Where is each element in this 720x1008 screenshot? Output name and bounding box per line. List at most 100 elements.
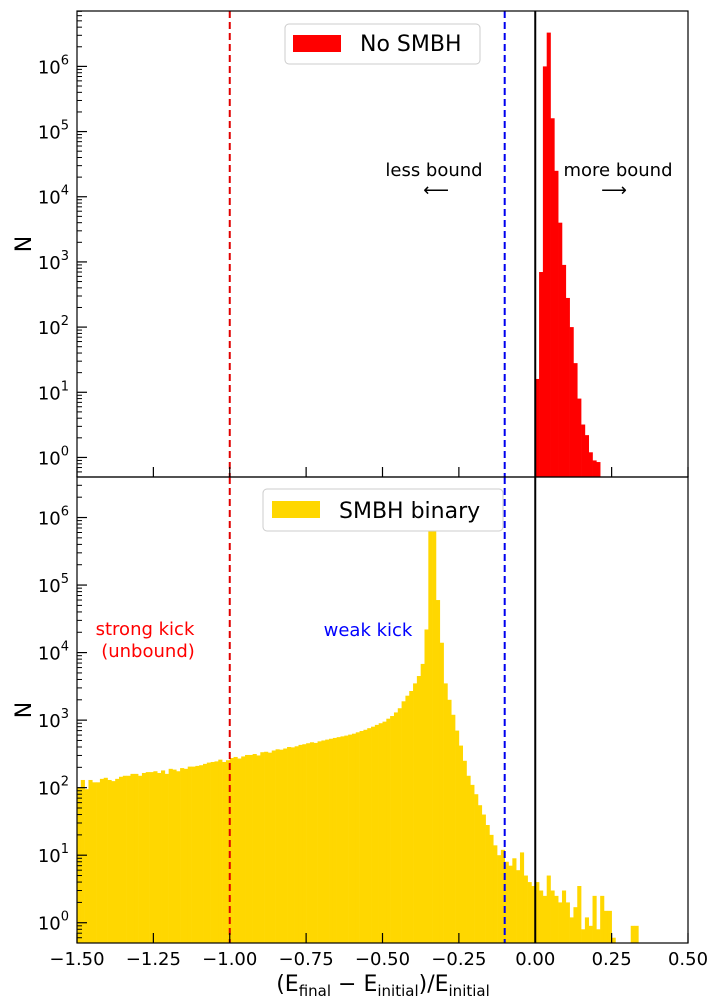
arrow-right-icon: ⟶ bbox=[601, 180, 627, 201]
bar-bottom-25 bbox=[172, 769, 177, 943]
xtick-label-2: −1.00 bbox=[202, 949, 257, 970]
bar-bottom-29 bbox=[187, 766, 192, 943]
bar-bottom-90 bbox=[420, 663, 425, 943]
bar-top-7 bbox=[561, 264, 567, 477]
bar-top-8 bbox=[565, 297, 570, 477]
bar-bottom-130 bbox=[573, 907, 578, 943]
bar-bottom-89 bbox=[416, 676, 421, 943]
ylabel-top: N bbox=[12, 236, 37, 252]
bar-bottom-42 bbox=[237, 758, 242, 943]
bar-bottom-107 bbox=[485, 825, 490, 943]
ytick-label-bottom-5: 105 bbox=[38, 572, 69, 597]
bar-top-16 bbox=[596, 462, 601, 477]
bar-bottom-13 bbox=[126, 775, 131, 943]
annotation-more-bound: more bound bbox=[563, 160, 672, 181]
bar-bottom-49 bbox=[264, 751, 269, 943]
bar-bottom-68 bbox=[336, 737, 341, 943]
bar-bottom-137 bbox=[600, 895, 605, 943]
bar-bottom-94 bbox=[435, 600, 441, 943]
bar-bottom-103 bbox=[470, 784, 475, 943]
bar-bottom-36 bbox=[214, 761, 219, 943]
bar-bottom-113 bbox=[508, 865, 513, 943]
bar-bottom-100 bbox=[458, 745, 463, 943]
bar-bottom-55 bbox=[287, 747, 292, 943]
xtick-label-7: 0.25 bbox=[592, 949, 632, 970]
bar-bottom-115 bbox=[516, 870, 521, 943]
bar-bottom-122 bbox=[542, 895, 548, 943]
bar-bottom-112 bbox=[504, 861, 509, 943]
bar-bottom-120 bbox=[535, 882, 540, 943]
bar-bottom-83 bbox=[393, 712, 399, 943]
bars-no-smbh bbox=[535, 32, 601, 478]
bar-bottom-57 bbox=[294, 746, 299, 943]
bar-bottom-34 bbox=[206, 762, 211, 943]
bar-top-9 bbox=[569, 327, 574, 477]
bar-bottom-116 bbox=[519, 852, 525, 943]
legend-label-no-smbh: No SMBH bbox=[360, 32, 462, 57]
bar-bottom-10 bbox=[115, 778, 120, 943]
ytick-label-top-5: 105 bbox=[38, 119, 69, 144]
bar-bottom-79 bbox=[378, 723, 383, 943]
bar-top-4 bbox=[550, 118, 555, 477]
bar-bottom-62 bbox=[313, 742, 318, 943]
bar-bottom-3 bbox=[88, 779, 93, 943]
ytick-label-bottom-3: 103 bbox=[38, 707, 69, 732]
bar-top-15 bbox=[592, 460, 597, 477]
bar-bottom-14 bbox=[130, 773, 135, 943]
bar-bottom-133 bbox=[584, 917, 590, 943]
xtick-label-3: −0.75 bbox=[279, 949, 334, 970]
bar-bottom-35 bbox=[210, 761, 215, 943]
panel-smbh-binary: 100 101 102 103 104 105 106 −1.50 −1.25 −1.00 −0.… bbox=[12, 476, 708, 1000]
bar-bottom-88 bbox=[413, 683, 418, 943]
bar-bottom-31 bbox=[195, 765, 200, 943]
bar-bottom-78 bbox=[374, 724, 379, 943]
bar-bottom-60 bbox=[306, 743, 311, 943]
arrow-left-icon: ⟵ bbox=[423, 180, 449, 201]
bar-bottom-38 bbox=[222, 761, 227, 943]
bar-bottom-9 bbox=[111, 781, 116, 943]
bar-bottom-69 bbox=[340, 736, 345, 943]
bar-top-5 bbox=[554, 170, 559, 478]
ytick-label-top-4: 104 bbox=[38, 184, 69, 209]
bar-bottom-91 bbox=[424, 629, 429, 943]
bar-bottom-136 bbox=[596, 929, 601, 943]
ytick-label-bottom-1: 101 bbox=[38, 842, 69, 867]
bar-bottom-47 bbox=[256, 755, 261, 943]
bar-bottom-51 bbox=[271, 750, 276, 943]
bar-bottom-16 bbox=[138, 775, 143, 943]
ytick-label-bottom-6: 106 bbox=[38, 505, 69, 530]
bar-bottom-131 bbox=[577, 885, 582, 943]
bar-bottom-66 bbox=[329, 738, 334, 943]
bar-bottom-37 bbox=[218, 759, 223, 943]
bar-bottom-114 bbox=[512, 858, 517, 943]
bar-bottom-64 bbox=[321, 740, 326, 943]
bar-bottom-6 bbox=[99, 778, 105, 943]
xlabel: (Efinal − Einitial)/Einitial bbox=[276, 972, 490, 1000]
bar-top-13 bbox=[584, 435, 590, 477]
bars-smbh-binary bbox=[77, 497, 639, 943]
bar-bottom-132 bbox=[581, 929, 586, 943]
bar-bottom-32 bbox=[199, 765, 204, 943]
bar-bottom-2 bbox=[84, 789, 89, 943]
bar-bottom-61 bbox=[309, 742, 315, 943]
bar-bottom-86 bbox=[405, 695, 410, 943]
bar-bottom-138 bbox=[603, 910, 609, 943]
bar-bottom-95 bbox=[439, 642, 444, 943]
bar-bottom-87 bbox=[409, 690, 414, 943]
bar-bottom-128 bbox=[565, 902, 570, 943]
bar-bottom-74 bbox=[359, 731, 364, 943]
bar-bottom-24 bbox=[168, 768, 173, 943]
bar-bottom-129 bbox=[569, 917, 574, 943]
bar-bottom-5 bbox=[96, 782, 101, 943]
axes-frame-bottom bbox=[76, 476, 689, 944]
bar-bottom-135 bbox=[592, 895, 597, 943]
bar-top-12 bbox=[581, 424, 586, 477]
xtick-label-5: −0.25 bbox=[431, 949, 486, 970]
bar-bottom-58 bbox=[298, 744, 303, 943]
bar-bottom-106 bbox=[481, 814, 486, 943]
bar-bottom-18 bbox=[145, 772, 150, 943]
bar-bottom-134 bbox=[588, 925, 593, 943]
bar-bottom-146 bbox=[634, 925, 639, 943]
bar-bottom-56 bbox=[290, 747, 295, 943]
